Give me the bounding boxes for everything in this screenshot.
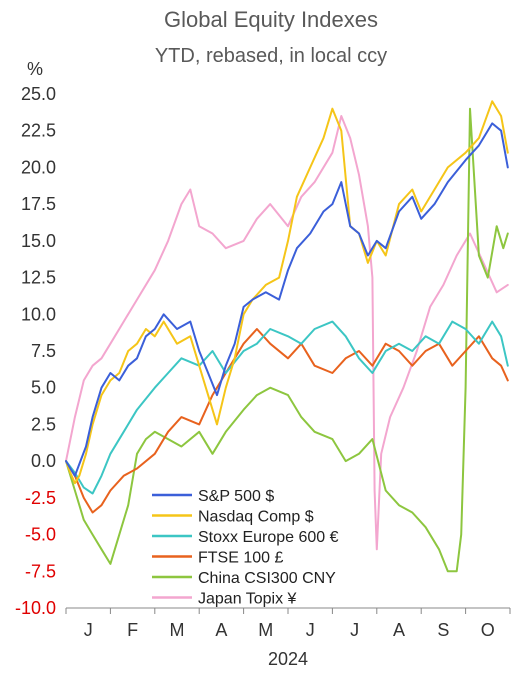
x-tick-label: O [481,620,495,640]
series-line [65,107,509,573]
y-tick-label: 2.5 [31,414,56,434]
x-tick-label: S [437,620,449,640]
x-tick-label: J [84,620,93,640]
series-line [65,320,509,495]
y-axis-unit-label: % [27,59,43,79]
x-tick-label: F [127,620,138,640]
legend: S&P 500 $ Nasdaq Comp $ Stoxx Europe 600 €… [152,488,339,608]
y-tick-label: 20.0 [21,157,56,177]
series-line [65,122,509,477]
x-tick-label: M [258,620,273,640]
legend-label: Japan Topix ¥ [198,591,297,608]
legend-label: Nasdaq Comp $ [198,509,314,526]
series-line [65,328,509,514]
x-axis-year-label: 2024 [268,649,308,669]
series-line [65,100,509,485]
x-tick-label: M [170,620,185,640]
x-tick-label: J [306,620,315,640]
y-tick-label: 17.5 [21,194,56,214]
x-tick-label: J [350,620,359,640]
y-tick-label: 12.5 [21,268,56,288]
x-tick-label: A [215,620,227,640]
y-tick-label: -10.0 [15,598,56,618]
y-tick-label: 15.0 [21,231,56,251]
y-tick-label: -7.5 [25,561,56,581]
y-tick-label: 10.0 [21,304,56,324]
y-tick-label: 7.5 [31,341,56,361]
legend-label: S&P 500 $ [198,488,274,505]
y-axis-ticks: 25.0 22.5 20.0 17.5 15.0 12.5 10.0 7.5 5.0 2.5 0.0… [15,84,56,618]
y-tick-label: 0.0 [31,451,56,471]
series-lines [65,100,509,573]
y-tick-label: 25.0 [21,84,56,104]
y-tick-label: -5.0 [25,525,56,545]
y-tick-label: -2.5 [25,488,56,508]
chart-title: Global Equity Indexes [164,7,378,32]
x-tick-label: A [393,620,405,640]
y-tick-label: 5.0 [31,378,56,398]
y-tick-label: 22.5 [21,121,56,141]
chart-subtitle: YTD, rebased, in local ccy [155,45,387,67]
series-line [65,115,509,551]
legend-label: China CSI300 CNY [198,570,336,587]
legend-label: Stoxx Europe 600 € [198,529,339,546]
legend-label: FTSE 100 £ [198,550,283,567]
